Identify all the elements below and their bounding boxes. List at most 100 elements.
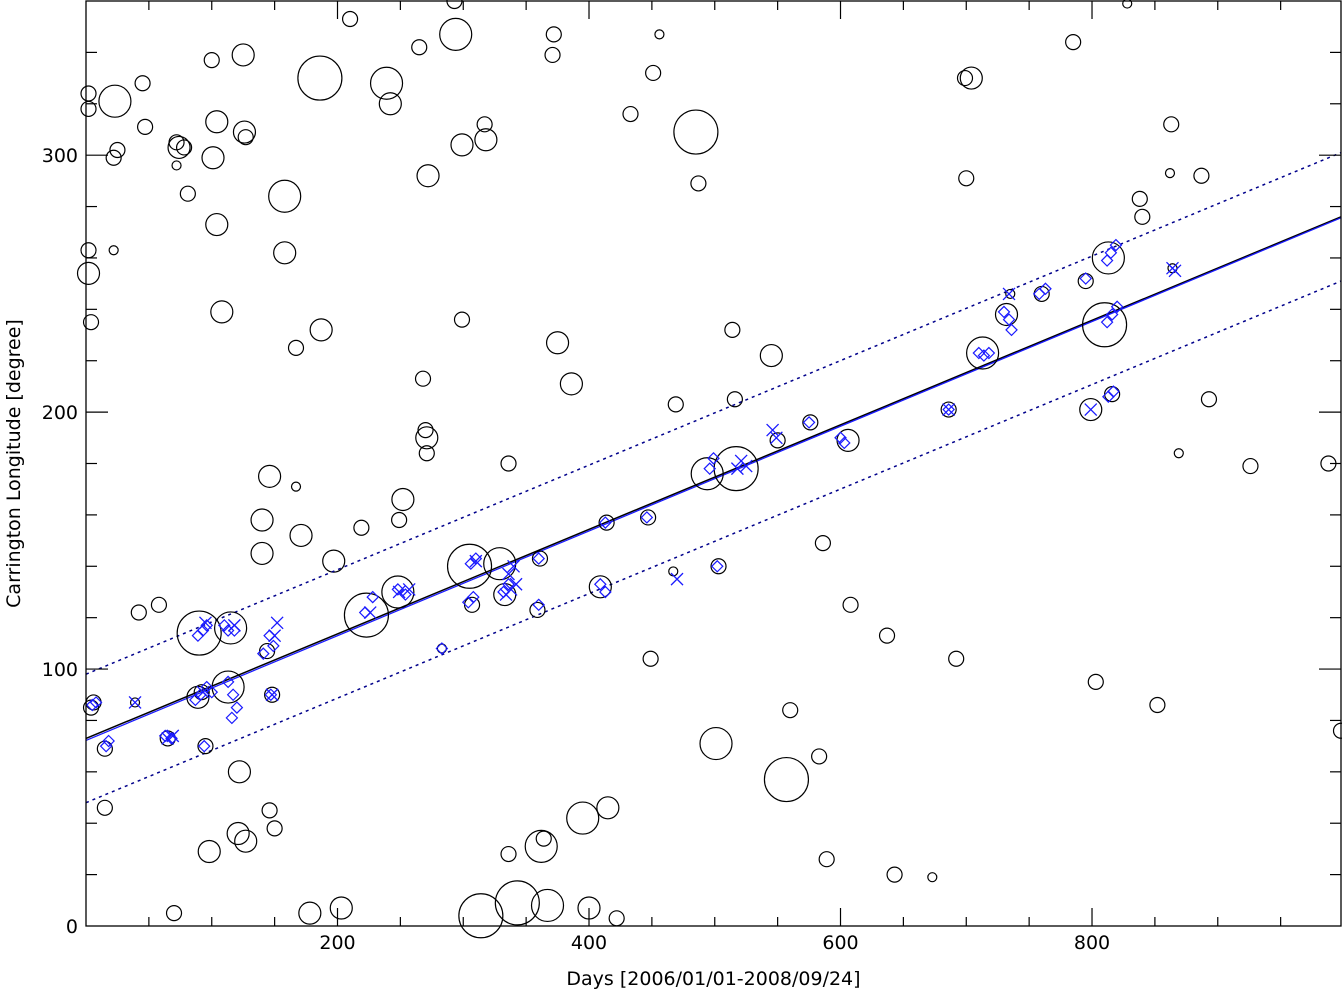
background-circle xyxy=(1193,167,1210,184)
background-circle xyxy=(197,839,221,864)
background-circle xyxy=(297,55,343,101)
background-circle xyxy=(1065,34,1082,51)
background-circle xyxy=(416,164,440,188)
track-circle xyxy=(343,592,390,638)
background-circle xyxy=(167,135,191,160)
background-circle xyxy=(175,139,193,156)
diamond-marker xyxy=(85,698,99,712)
x-tick-label: 400 xyxy=(571,932,607,954)
diamond-marker xyxy=(707,452,720,465)
background-circle xyxy=(450,133,474,157)
background-circle xyxy=(290,481,302,492)
background-circle xyxy=(608,910,625,927)
cross-marker xyxy=(469,554,483,568)
diamond-marker xyxy=(1107,385,1120,398)
cross-marker xyxy=(166,729,180,743)
background-circle xyxy=(673,109,719,155)
tick-labels: 200 400 600 800 0 100 200 300 xyxy=(42,145,1110,954)
diamond-marker xyxy=(640,511,654,524)
background-circle xyxy=(667,396,684,413)
background-circle xyxy=(544,46,561,64)
background-circle xyxy=(886,866,903,883)
background-circle xyxy=(165,905,183,922)
diamond-marker xyxy=(435,642,449,655)
track-circle xyxy=(176,610,222,656)
background-circle xyxy=(1122,0,1133,9)
diamond-marker xyxy=(837,436,851,450)
background-circle xyxy=(439,17,473,52)
track-circle xyxy=(436,643,447,654)
background-circle xyxy=(287,339,305,356)
background-circle xyxy=(250,541,274,566)
background-circle xyxy=(268,179,302,213)
diamond-marker xyxy=(200,619,214,632)
track-circle xyxy=(214,611,248,645)
background-circle xyxy=(391,487,415,512)
diamond-marker xyxy=(502,577,515,591)
cross-marker xyxy=(507,559,521,573)
track-circle xyxy=(446,543,493,589)
background-circle xyxy=(1173,448,1184,459)
background-circle xyxy=(108,245,119,256)
background-circle xyxy=(453,311,471,328)
track-circle xyxy=(529,601,546,619)
background-circle xyxy=(137,118,154,136)
y-tick-label: 0 xyxy=(66,916,78,938)
diamond-marker xyxy=(1005,323,1018,337)
x-tick-label: 600 xyxy=(822,932,858,954)
track-circle xyxy=(769,432,786,449)
diamond-marker xyxy=(710,559,724,573)
cross-marker xyxy=(1002,287,1016,301)
track-circle xyxy=(802,414,819,431)
x-tick-label: 800 xyxy=(1074,932,1110,954)
background-circle xyxy=(105,149,122,166)
background-circle xyxy=(622,105,639,123)
track-circle xyxy=(493,582,517,607)
background-circle xyxy=(500,455,517,472)
background-circle xyxy=(205,212,229,237)
track-circle xyxy=(1081,302,1128,348)
background-circle xyxy=(1134,208,1151,225)
background-circle xyxy=(726,391,743,408)
background-circle xyxy=(530,888,565,923)
cross-marker xyxy=(268,629,282,643)
track-circle xyxy=(1079,397,1103,422)
background-circle xyxy=(959,66,983,90)
diamond-marker xyxy=(267,639,280,653)
background-circle xyxy=(958,170,975,187)
diamond-marker xyxy=(99,739,113,753)
diamond-marker xyxy=(205,685,219,699)
background-circle xyxy=(210,300,234,324)
diamond-marker xyxy=(1105,308,1119,321)
diamond-marker xyxy=(102,734,115,748)
diamond-marker xyxy=(165,732,178,745)
cross-marker xyxy=(265,688,279,702)
background-circle xyxy=(927,872,938,883)
background-circle xyxy=(811,748,828,765)
diamond-marker xyxy=(466,590,480,604)
background-circle xyxy=(559,372,584,396)
track-circle xyxy=(531,550,549,567)
background-circle xyxy=(411,39,428,56)
background-circle xyxy=(150,596,168,613)
background-circle xyxy=(82,314,100,331)
background-circle xyxy=(227,760,252,784)
background-circle xyxy=(298,901,322,925)
track-circle xyxy=(640,509,657,526)
background-circle xyxy=(80,85,97,102)
cross-marker xyxy=(730,462,744,476)
cross-marker xyxy=(942,403,956,417)
background-circle xyxy=(96,799,113,816)
cross-marker xyxy=(363,606,377,619)
background-circle xyxy=(417,421,434,439)
background-circle xyxy=(273,241,297,265)
cross-marker xyxy=(1168,264,1182,278)
diamond-marker xyxy=(802,416,816,429)
track-circle xyxy=(1091,241,1125,275)
cross-marker xyxy=(199,616,212,630)
background-circle xyxy=(231,43,255,67)
background-circle xyxy=(956,69,974,87)
background-circle xyxy=(109,141,126,159)
